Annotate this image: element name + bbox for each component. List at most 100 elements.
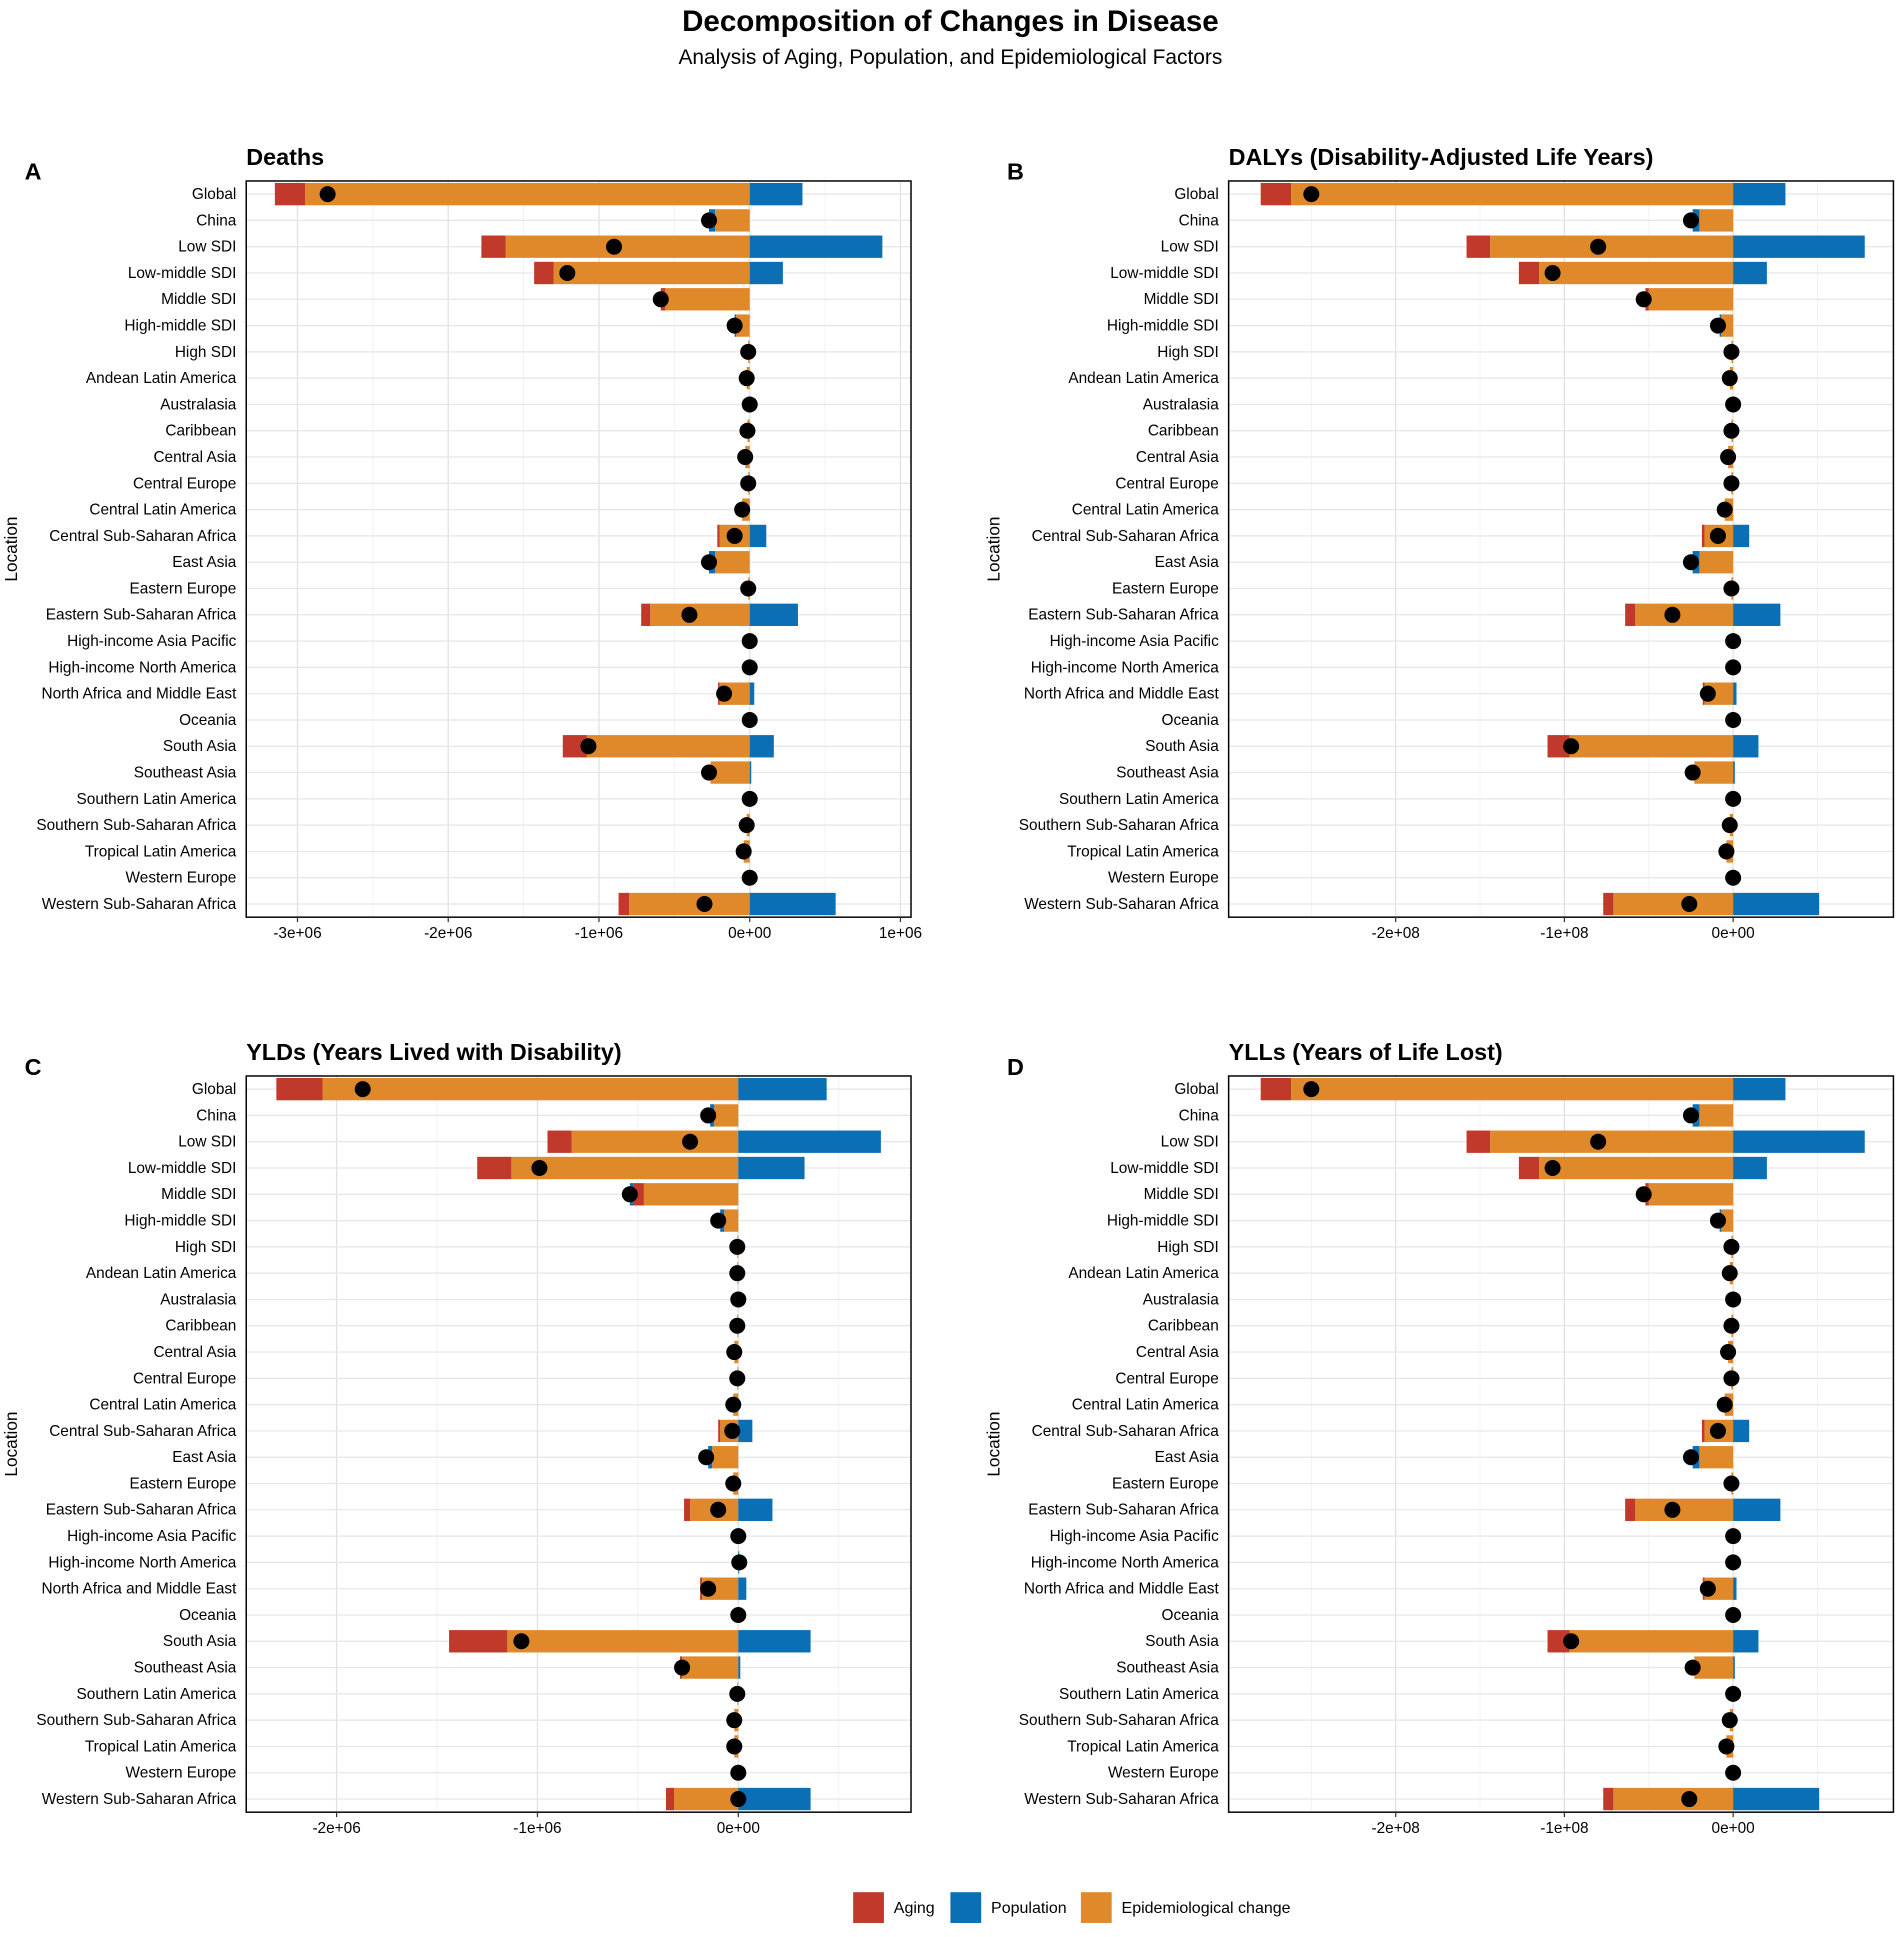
legend-swatch: [853, 1892, 884, 1923]
y-tick-label: North Africa and Middle East: [1024, 686, 1220, 703]
net-change-point: [1723, 1317, 1740, 1334]
net-change-point: [1725, 869, 1742, 886]
net-change-point: [1590, 238, 1607, 255]
bar-epidemiological-change: [1539, 1156, 1734, 1180]
net-change-point: [1721, 1712, 1738, 1729]
y-tick-label: Eastern Europe: [130, 1475, 237, 1492]
bar-aging: [641, 603, 651, 626]
bar-population: [1733, 1419, 1750, 1443]
y-tick-label: Low-middle SDI: [1110, 1160, 1219, 1177]
y-tick-label: High SDI: [1157, 344, 1219, 361]
net-change-point: [1723, 1475, 1740, 1492]
y-tick-label: Central Asia: [153, 449, 236, 466]
y-tick-label: Eastern Sub-Saharan Africa: [1028, 1502, 1219, 1519]
bar-epidemiological-change: [511, 1156, 739, 1180]
bar-epidemiological-change: [714, 1104, 739, 1127]
bar-aging: [1260, 1077, 1292, 1101]
plot-frame: [245, 180, 912, 918]
bar-population: [738, 1630, 811, 1653]
net-change-point: [739, 422, 756, 439]
net-change-point: [1681, 1791, 1698, 1808]
net-change-point: [319, 186, 336, 203]
y-tick-label: Australasia: [1143, 1291, 1220, 1308]
net-change-point: [1725, 1528, 1742, 1545]
net-change-point: [1723, 475, 1740, 492]
net-change-point: [621, 1186, 638, 1203]
x-tick-label: -1e+06: [575, 925, 623, 942]
bar-population: [738, 1656, 741, 1679]
bar-aging: [1260, 182, 1292, 206]
x-tick-label: 0e+00: [717, 1820, 760, 1837]
bar-aging: [1701, 524, 1705, 548]
net-change-point: [354, 1081, 371, 1098]
net-change-point: [1563, 1633, 1580, 1650]
x-tick-label: -2e+08: [1372, 1820, 1420, 1837]
y-tick-label: Western Sub-Saharan Africa: [42, 1791, 237, 1808]
bar-epidemiological-change: [571, 1130, 739, 1153]
bar-aging: [1466, 1130, 1491, 1153]
y-tick-label: Low-middle SDI: [1110, 265, 1219, 282]
net-change-point: [1709, 1212, 1726, 1229]
panel-a: Global China Low SDI Low-middle SDI Middle S…: [1, 144, 922, 942]
y-tick-label: Central Sub-Saharan Africa: [49, 528, 237, 545]
panel-title: YLDs (Years Lived with Disability): [246, 1039, 621, 1065]
bar-epidemiological-change: [507, 1630, 739, 1653]
net-change-point: [741, 790, 758, 807]
y-tick-label: North Africa and Middle East: [1024, 1581, 1220, 1598]
y-tick-label: Western Europe: [1108, 870, 1219, 887]
y-tick-label: Oceania: [1162, 712, 1220, 729]
net-change-point: [1725, 1764, 1742, 1781]
net-change-point: [1725, 790, 1742, 807]
net-change-point: [674, 1659, 691, 1676]
bar-epidemiological-change: [1699, 551, 1734, 574]
net-change-point: [741, 659, 758, 676]
y-tick-label: Caribbean: [165, 423, 236, 440]
y-tick-label: Eastern Europe: [1112, 580, 1219, 597]
net-change-point: [1303, 186, 1320, 203]
figure-subtitle: Analysis of Aging, Population, and Epide…: [678, 46, 1222, 69]
bar-population: [1733, 1077, 1786, 1101]
bar-aging: [274, 182, 306, 206]
y-tick-label: High-income Asia Pacific: [1050, 633, 1220, 650]
y-tick-label: Global: [192, 1081, 236, 1098]
y-axis-label: Location: [1, 1412, 21, 1477]
bar-epidemiological-change: [1635, 1498, 1734, 1521]
net-change-point: [1699, 1580, 1716, 1597]
y-tick-label: Middle SDI: [161, 291, 236, 308]
y-tick-label: China: [1179, 212, 1220, 229]
bar-aging: [276, 1077, 323, 1101]
bar-population: [1733, 1656, 1735, 1679]
panel-title: DALYs (Disability-Adjusted Life Years): [1229, 144, 1654, 170]
y-tick-label: South Asia: [163, 738, 237, 755]
net-change-point: [1721, 370, 1738, 387]
net-change-point: [1721, 817, 1738, 834]
bar-population: [1733, 524, 1750, 548]
y-tick-label: High SDI: [175, 344, 237, 361]
y-tick-label: Southeast Asia: [134, 764, 237, 781]
y-tick-label: Andean Latin America: [86, 1265, 237, 1282]
bar-population: [1733, 682, 1737, 705]
bar-aging: [1518, 261, 1540, 285]
net-change-point: [729, 1685, 746, 1702]
net-change-point: [1723, 343, 1740, 360]
bar-aging: [633, 1183, 644, 1206]
net-change-point: [1723, 1370, 1740, 1387]
bar-epidemiological-change: [643, 1183, 739, 1206]
net-change-point: [1720, 449, 1737, 466]
y-tick-label: South Asia: [1145, 1633, 1219, 1650]
bar-epidemiological-change: [650, 603, 750, 626]
y-tick-label: Low-middle SDI: [128, 1160, 237, 1177]
net-change-point: [1720, 1344, 1737, 1361]
y-tick-label: Central Latin America: [89, 502, 236, 519]
net-change-point: [734, 501, 751, 518]
bar-epidemiological-change: [1291, 1077, 1734, 1101]
bar-epidemiological-change: [1699, 1104, 1734, 1127]
panel-letter: D: [1007, 1054, 1024, 1080]
net-change-point: [1664, 606, 1681, 623]
net-change-point: [701, 212, 718, 229]
bar-population: [749, 735, 774, 758]
y-tick-label: East Asia: [172, 1449, 237, 1466]
net-change-point: [1682, 554, 1699, 571]
bar-epidemiological-change: [1694, 761, 1734, 784]
panel-letter: A: [25, 159, 42, 185]
